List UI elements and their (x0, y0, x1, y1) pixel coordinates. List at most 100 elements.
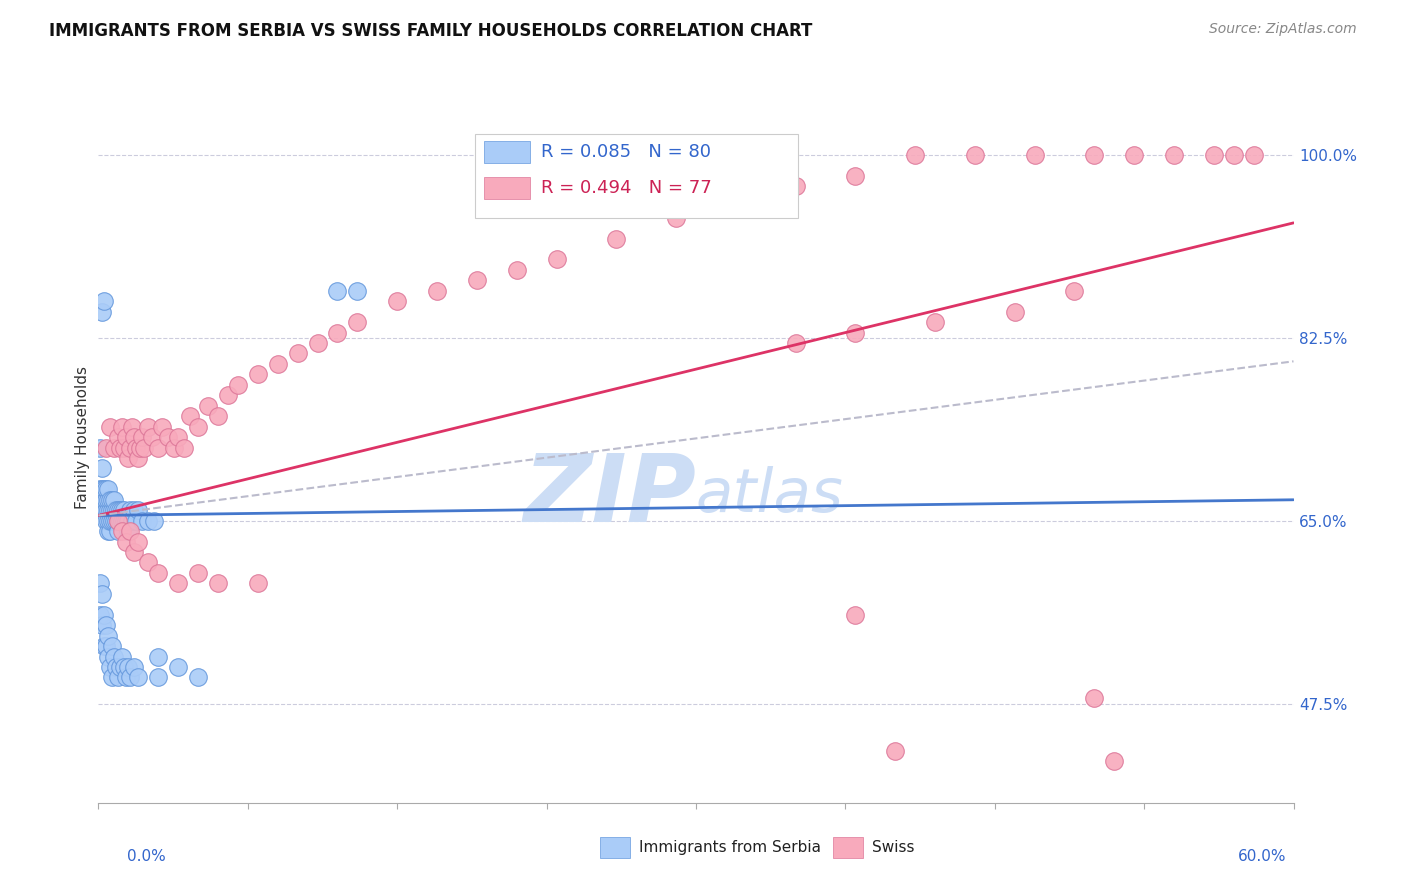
Point (103, 492, 125, 507)
Point (96, 618, 118, 632)
Point (267, 357, 290, 371)
FancyBboxPatch shape (485, 178, 530, 199)
Point (115, 670, 138, 684)
Point (91, 461, 114, 475)
Point (97, 503, 120, 517)
Point (127, 670, 149, 684)
Point (148, 566, 170, 580)
Point (115, 430, 138, 444)
Point (179, 409, 201, 424)
Point (124, 660, 146, 674)
Point (148, 649, 170, 664)
Point (107, 514, 129, 528)
Text: R = 0.085   N = 80: R = 0.085 N = 80 (541, 143, 710, 161)
Point (107, 524, 129, 538)
Point (207, 576, 229, 591)
Point (103, 514, 125, 528)
Point (101, 492, 124, 507)
Point (97, 483, 120, 497)
Point (107, 514, 129, 528)
Point (121, 419, 143, 434)
Point (91, 304, 114, 318)
Point (884, 743, 907, 757)
Point (125, 441, 148, 455)
Point (217, 388, 239, 402)
Point (98, 524, 122, 538)
Point (167, 430, 190, 444)
Point (110, 503, 132, 517)
Point (124, 545, 146, 559)
Point (287, 346, 309, 360)
Point (91, 618, 114, 632)
Point (131, 430, 153, 444)
Point (326, 284, 349, 298)
Point (924, 315, 946, 329)
Point (426, 284, 449, 298)
Point (98, 503, 122, 517)
Point (226, 377, 249, 392)
Point (1024, 148, 1046, 162)
Point (346, 315, 368, 329)
Point (96, 503, 118, 517)
Point (665, 211, 688, 225)
Point (103, 503, 125, 517)
Text: 0.0%: 0.0% (127, 849, 166, 863)
Point (724, 200, 747, 214)
Point (129, 441, 152, 455)
Point (506, 263, 529, 277)
Point (187, 670, 209, 684)
Point (1104, 754, 1126, 768)
Point (93, 492, 115, 507)
Point (844, 607, 866, 622)
Point (904, 148, 927, 162)
Point (385, 294, 409, 309)
Point (346, 284, 368, 298)
Point (96, 492, 118, 507)
Point (124, 503, 146, 517)
Point (148, 441, 170, 455)
Point (785, 179, 807, 194)
Point (117, 524, 139, 538)
Point (110, 660, 132, 674)
Point (844, 326, 866, 340)
Point (105, 660, 128, 674)
Point (246, 576, 269, 591)
Y-axis label: Family Households: Family Households (75, 366, 90, 508)
Text: ZIP: ZIP (523, 450, 696, 541)
Point (136, 514, 159, 528)
Point (157, 430, 180, 444)
Point (111, 649, 134, 664)
Point (96, 639, 118, 653)
Point (546, 252, 568, 267)
Point (91, 587, 114, 601)
Point (101, 670, 124, 684)
Point (167, 660, 190, 674)
Point (127, 450, 149, 465)
Point (120, 503, 142, 517)
Point (187, 419, 209, 434)
Point (112, 441, 135, 455)
Point (89, 483, 111, 497)
Point (115, 534, 138, 549)
FancyBboxPatch shape (485, 141, 530, 163)
Point (143, 514, 166, 528)
Point (605, 231, 627, 245)
Text: 60.0%: 60.0% (1239, 849, 1286, 863)
Point (115, 514, 138, 528)
Point (326, 326, 349, 340)
Point (1123, 148, 1146, 162)
Point (187, 566, 209, 580)
Point (91, 483, 114, 497)
Point (111, 503, 134, 517)
Point (125, 514, 148, 528)
Text: Source: ZipAtlas.com: Source: ZipAtlas.com (1209, 22, 1357, 37)
Point (101, 503, 124, 517)
Point (110, 514, 132, 528)
Point (105, 503, 128, 517)
Point (117, 514, 139, 528)
Point (207, 409, 229, 424)
Point (121, 514, 143, 528)
Point (93, 294, 115, 309)
Point (111, 524, 134, 538)
Point (97, 524, 120, 538)
